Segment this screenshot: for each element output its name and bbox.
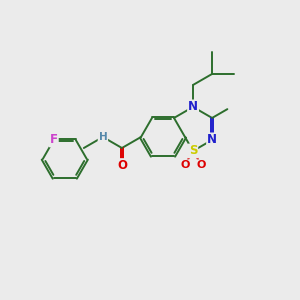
Text: F: F: [50, 134, 58, 146]
Text: N: N: [188, 100, 198, 113]
Text: H: H: [98, 132, 107, 142]
Text: O: O: [196, 160, 206, 170]
Text: N: N: [207, 134, 217, 146]
Text: O: O: [117, 159, 127, 172]
Text: S: S: [189, 144, 197, 158]
Text: O: O: [180, 160, 190, 170]
